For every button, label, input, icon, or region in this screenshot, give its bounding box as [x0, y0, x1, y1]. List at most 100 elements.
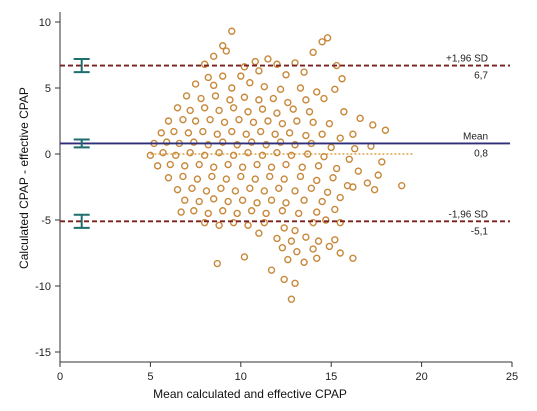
data-point — [309, 245, 317, 253]
data-point — [222, 47, 231, 55]
data-point — [177, 208, 185, 216]
data-point — [238, 163, 247, 171]
reference-line-value: 6,7 — [474, 71, 488, 82]
data-point — [209, 81, 218, 90]
data-point — [349, 254, 357, 262]
data-point — [314, 162, 323, 170]
data-point — [240, 63, 249, 71]
data-point — [242, 130, 250, 138]
data-point — [325, 119, 334, 128]
data-point — [253, 199, 261, 207]
data-point — [219, 42, 227, 50]
data-point — [282, 71, 290, 79]
data-point — [146, 151, 155, 160]
data-point — [153, 162, 162, 170]
data-point — [200, 104, 209, 112]
data-point — [191, 80, 200, 88]
data-point — [320, 152, 328, 161]
data-point — [173, 104, 182, 112]
data-point — [166, 160, 174, 169]
data-point — [293, 247, 301, 256]
data-point — [209, 52, 218, 61]
data-point — [296, 172, 305, 181]
data-point — [200, 60, 209, 68]
data-point — [186, 106, 194, 115]
reference-line-name: -1,96 SD — [449, 209, 488, 220]
data-point — [170, 127, 178, 136]
data-point — [276, 85, 285, 94]
y-tick-label: -10 — [35, 281, 51, 293]
data-point — [215, 221, 223, 229]
data-point — [309, 48, 317, 57]
data-point — [291, 226, 299, 235]
reference-line-value: 0,8 — [474, 148, 488, 159]
data-point — [291, 279, 299, 288]
data-point — [313, 88, 321, 96]
data-point — [309, 218, 317, 227]
data-point — [190, 138, 198, 146]
data-point — [318, 197, 326, 206]
data-point — [303, 150, 312, 158]
y-axis-title: Calculated CPAP - effective CPAP — [17, 87, 31, 269]
data-point — [172, 151, 180, 160]
data-point — [164, 117, 173, 125]
data-point — [193, 175, 202, 183]
data-point — [195, 160, 203, 169]
y-ticks: 10 5 0 -5 -10 -15 — [35, 17, 60, 359]
x-ticks: 0 5 10 15 20 25 — [57, 362, 518, 383]
y-tick-label: -15 — [35, 347, 51, 359]
data-point — [219, 138, 227, 146]
data-point — [246, 184, 254, 193]
data-point — [300, 196, 308, 204]
data-point — [313, 254, 321, 262]
data-point — [287, 295, 296, 303]
data-point — [228, 127, 236, 136]
y-tick-label: 10 — [39, 17, 51, 29]
data-point — [244, 148, 252, 157]
data-point — [302, 233, 310, 241]
data-point — [260, 82, 269, 91]
data-point — [327, 143, 335, 152]
data-point — [266, 172, 274, 181]
data-point — [181, 196, 189, 204]
data-point — [267, 163, 276, 171]
reference-line-name: +1,96 SD — [446, 54, 488, 65]
data-point — [260, 218, 269, 227]
data-point — [204, 141, 212, 149]
data-point — [253, 160, 261, 169]
data-point — [338, 75, 346, 83]
data-point — [269, 94, 278, 103]
data-point — [159, 148, 167, 157]
data-point — [260, 187, 269, 195]
data-point — [305, 108, 314, 116]
data-point — [331, 236, 339, 244]
data-point — [240, 253, 249, 261]
data-point — [369, 121, 377, 129]
data-point — [345, 155, 353, 163]
data-point — [215, 148, 223, 157]
data-point — [247, 207, 256, 215]
data-point — [351, 145, 359, 153]
data-point — [302, 96, 310, 104]
data-point — [323, 34, 332, 42]
data-point — [208, 172, 216, 181]
data-point — [233, 209, 241, 218]
data-point — [284, 255, 292, 264]
data-point — [318, 38, 326, 46]
data-point — [282, 160, 290, 169]
data-point — [323, 188, 332, 196]
data-point — [331, 205, 339, 214]
data-point — [195, 197, 203, 206]
data-point — [219, 72, 227, 80]
data-point — [255, 96, 263, 104]
data-point — [378, 158, 386, 166]
data-point — [267, 266, 276, 274]
data-point — [217, 184, 225, 193]
x-axis-title: Mean calculated and effective CPAP — [153, 387, 347, 401]
data-point — [340, 108, 348, 116]
data-point — [354, 167, 363, 175]
x-tick-label: 5 — [147, 371, 153, 383]
data-point — [267, 196, 276, 204]
data-point — [258, 105, 267, 113]
data-point — [190, 207, 198, 215]
